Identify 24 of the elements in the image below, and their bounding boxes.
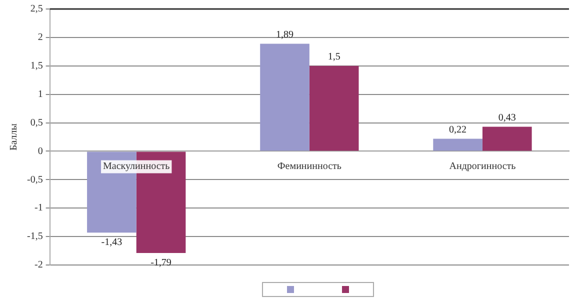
y-tick-label: 0,5: [30, 117, 43, 128]
y-tick-label: -1,5: [26, 231, 43, 242]
data-label: -1,43: [101, 237, 122, 248]
bar: [260, 44, 310, 151]
y-tick-label: 0: [38, 146, 43, 157]
y-tick-label: 1: [38, 88, 43, 100]
y-tick-label: -1: [34, 202, 43, 214]
y-axis-title: Баллы: [8, 123, 20, 150]
data-label: 1,5: [328, 52, 340, 63]
x-tick-label: Маскулинность: [103, 160, 170, 172]
y-tick-label: 2: [38, 32, 43, 44]
data-label: 0,22: [449, 124, 467, 136]
bar: [482, 126, 532, 151]
data-label: -1,79: [150, 258, 172, 269]
bar: [309, 66, 359, 151]
x-tick-label: Фемининность: [277, 160, 342, 172]
x-tick-label: Андрогинность: [449, 160, 516, 172]
y-tick-label: 2,5: [30, 4, 43, 15]
y-tick-label: -0,5: [26, 174, 43, 186]
y-tick-label: -2: [34, 260, 43, 271]
data-label: 1,89: [276, 29, 294, 40]
data-label: 0,43: [498, 112, 516, 124]
bar: [433, 138, 482, 151]
y-tick-label: 1,5: [30, 60, 43, 72]
